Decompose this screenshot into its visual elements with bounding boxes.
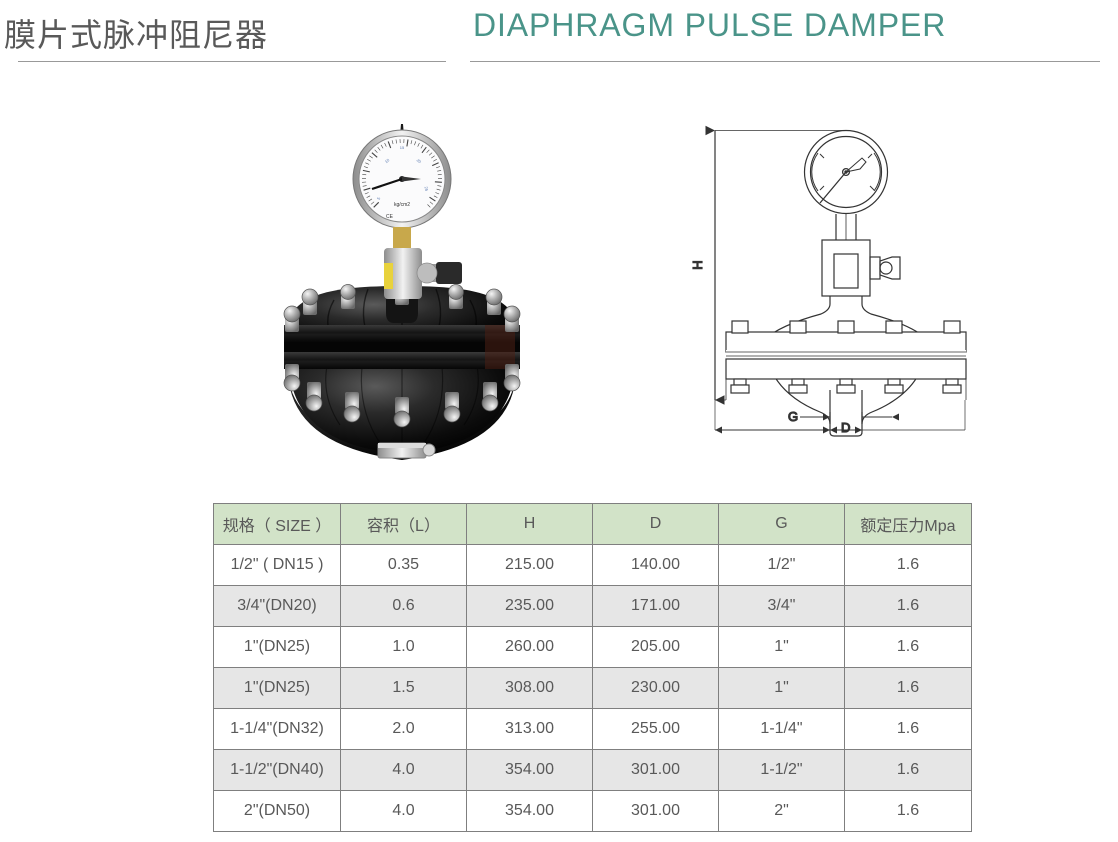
svg-text:G: G	[788, 409, 798, 424]
svg-text:CE: CE	[386, 214, 394, 220]
svg-text:15: 15	[400, 145, 405, 150]
svg-text:H: H	[690, 260, 705, 269]
svg-text:kg/cm2: kg/cm2	[394, 202, 410, 208]
svg-text:D: D	[841, 420, 850, 435]
